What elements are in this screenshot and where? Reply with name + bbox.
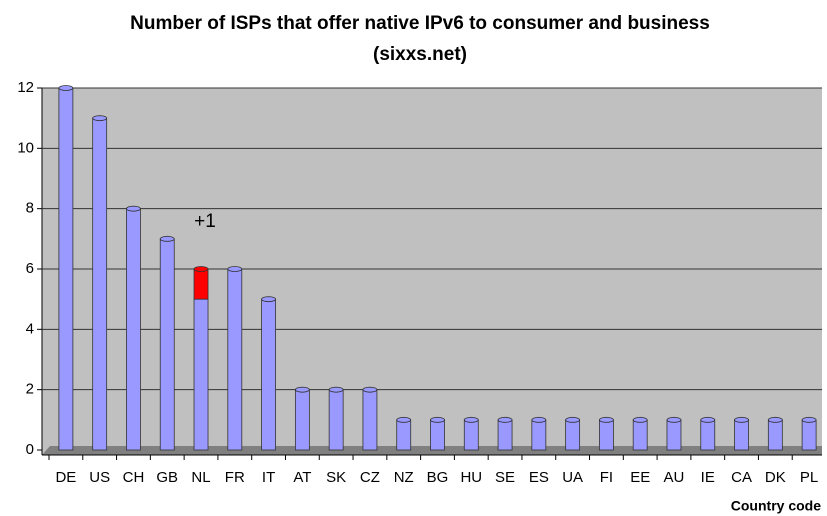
bar-segment bbox=[666, 419, 682, 451]
x-tick-label: NZ bbox=[394, 469, 414, 486]
bar-segment bbox=[362, 389, 378, 451]
bar-cap bbox=[632, 416, 648, 423]
y-tick-label: 12 bbox=[17, 79, 34, 96]
x-tick-label: BG bbox=[427, 469, 449, 486]
bar-cap bbox=[666, 416, 682, 423]
bar-segment bbox=[396, 419, 412, 451]
bar-segment bbox=[565, 419, 581, 451]
x-tick-label: EE bbox=[630, 469, 650, 486]
bar-segment bbox=[58, 87, 74, 451]
x-tick-label: FI bbox=[600, 469, 613, 486]
bar-cap bbox=[497, 416, 513, 423]
x-tick-label: HU bbox=[460, 469, 482, 486]
bar-cap bbox=[599, 416, 614, 423]
x-tick-label: UA bbox=[562, 469, 583, 486]
bar-segment bbox=[497, 419, 513, 451]
plot-area bbox=[42, 88, 822, 455]
bar-cap bbox=[362, 386, 378, 393]
annotation: +1 bbox=[194, 211, 216, 232]
y-tick-label: 6 bbox=[26, 260, 34, 277]
x-tick-label: AU bbox=[664, 469, 685, 486]
y-tick-label: 8 bbox=[26, 200, 34, 217]
x-tick-label: DE bbox=[55, 469, 76, 486]
x-axis-label: Country code bbox=[731, 498, 821, 514]
x-tick-label: CZ bbox=[360, 469, 380, 486]
bar-cap bbox=[396, 416, 412, 423]
bar-cap bbox=[700, 416, 716, 423]
bar-segment bbox=[294, 389, 310, 451]
x-tick-label: IE bbox=[701, 469, 715, 486]
bar-cap bbox=[294, 386, 310, 393]
bar-segment bbox=[227, 268, 243, 451]
x-tick-label: FR bbox=[225, 469, 245, 486]
bar-segment bbox=[126, 208, 141, 451]
bar-cap bbox=[531, 416, 547, 423]
bar-segment bbox=[92, 117, 108, 451]
bar-segment bbox=[328, 389, 344, 451]
bar-segment bbox=[767, 419, 783, 451]
bar-segment bbox=[159, 238, 175, 451]
bar-cap bbox=[734, 416, 749, 423]
bar-cap bbox=[801, 416, 817, 423]
bar-segment bbox=[599, 419, 614, 451]
x-tick-label: US bbox=[89, 469, 110, 486]
bar-segment bbox=[261, 298, 276, 451]
bar-cap bbox=[227, 266, 243, 272]
bar-cap bbox=[92, 115, 108, 122]
bar-cap bbox=[328, 386, 344, 393]
y-tick-label: 4 bbox=[26, 320, 34, 337]
x-tick-label: GB bbox=[156, 469, 178, 486]
bar-cap bbox=[261, 296, 276, 303]
chart-subtitle: (sixxs.net) bbox=[373, 44, 467, 65]
bar-segment bbox=[531, 419, 547, 451]
x-tick-label: NL bbox=[191, 469, 210, 486]
bar-cap bbox=[58, 85, 74, 91]
bar-cap bbox=[430, 416, 445, 423]
bar-cap bbox=[565, 416, 581, 423]
x-tick-label: PL bbox=[800, 469, 818, 486]
bar-segment bbox=[700, 419, 716, 451]
x-tick-label: AT bbox=[293, 469, 311, 486]
bar-cap bbox=[126, 205, 141, 212]
x-tick-label: DK bbox=[765, 469, 786, 486]
y-tick-label: 0 bbox=[26, 441, 34, 458]
y-tick-label: 2 bbox=[26, 381, 34, 398]
bar-cap bbox=[159, 235, 175, 242]
bar-segment bbox=[193, 298, 209, 451]
bar-segment bbox=[193, 268, 209, 300]
x-tick-label: CA bbox=[731, 469, 752, 486]
x-tick-label: ES bbox=[529, 469, 549, 486]
bar-segment bbox=[430, 419, 445, 451]
x-tick-label: IT bbox=[262, 469, 275, 486]
x-tick-label: CH bbox=[123, 469, 145, 486]
y-tick-label: 10 bbox=[17, 139, 34, 156]
bar-cap bbox=[767, 416, 783, 423]
bar-segment bbox=[734, 419, 749, 451]
bar-segment bbox=[801, 419, 817, 451]
chart-title: Number of ISPs that offer native IPv6 to… bbox=[130, 13, 710, 34]
x-tick-label: SE bbox=[495, 469, 515, 486]
bar-segment bbox=[463, 419, 479, 451]
bar-cap bbox=[463, 416, 479, 423]
bar-cap bbox=[193, 266, 209, 272]
x-tick-label: SK bbox=[326, 469, 346, 486]
bar-segment bbox=[632, 419, 648, 451]
